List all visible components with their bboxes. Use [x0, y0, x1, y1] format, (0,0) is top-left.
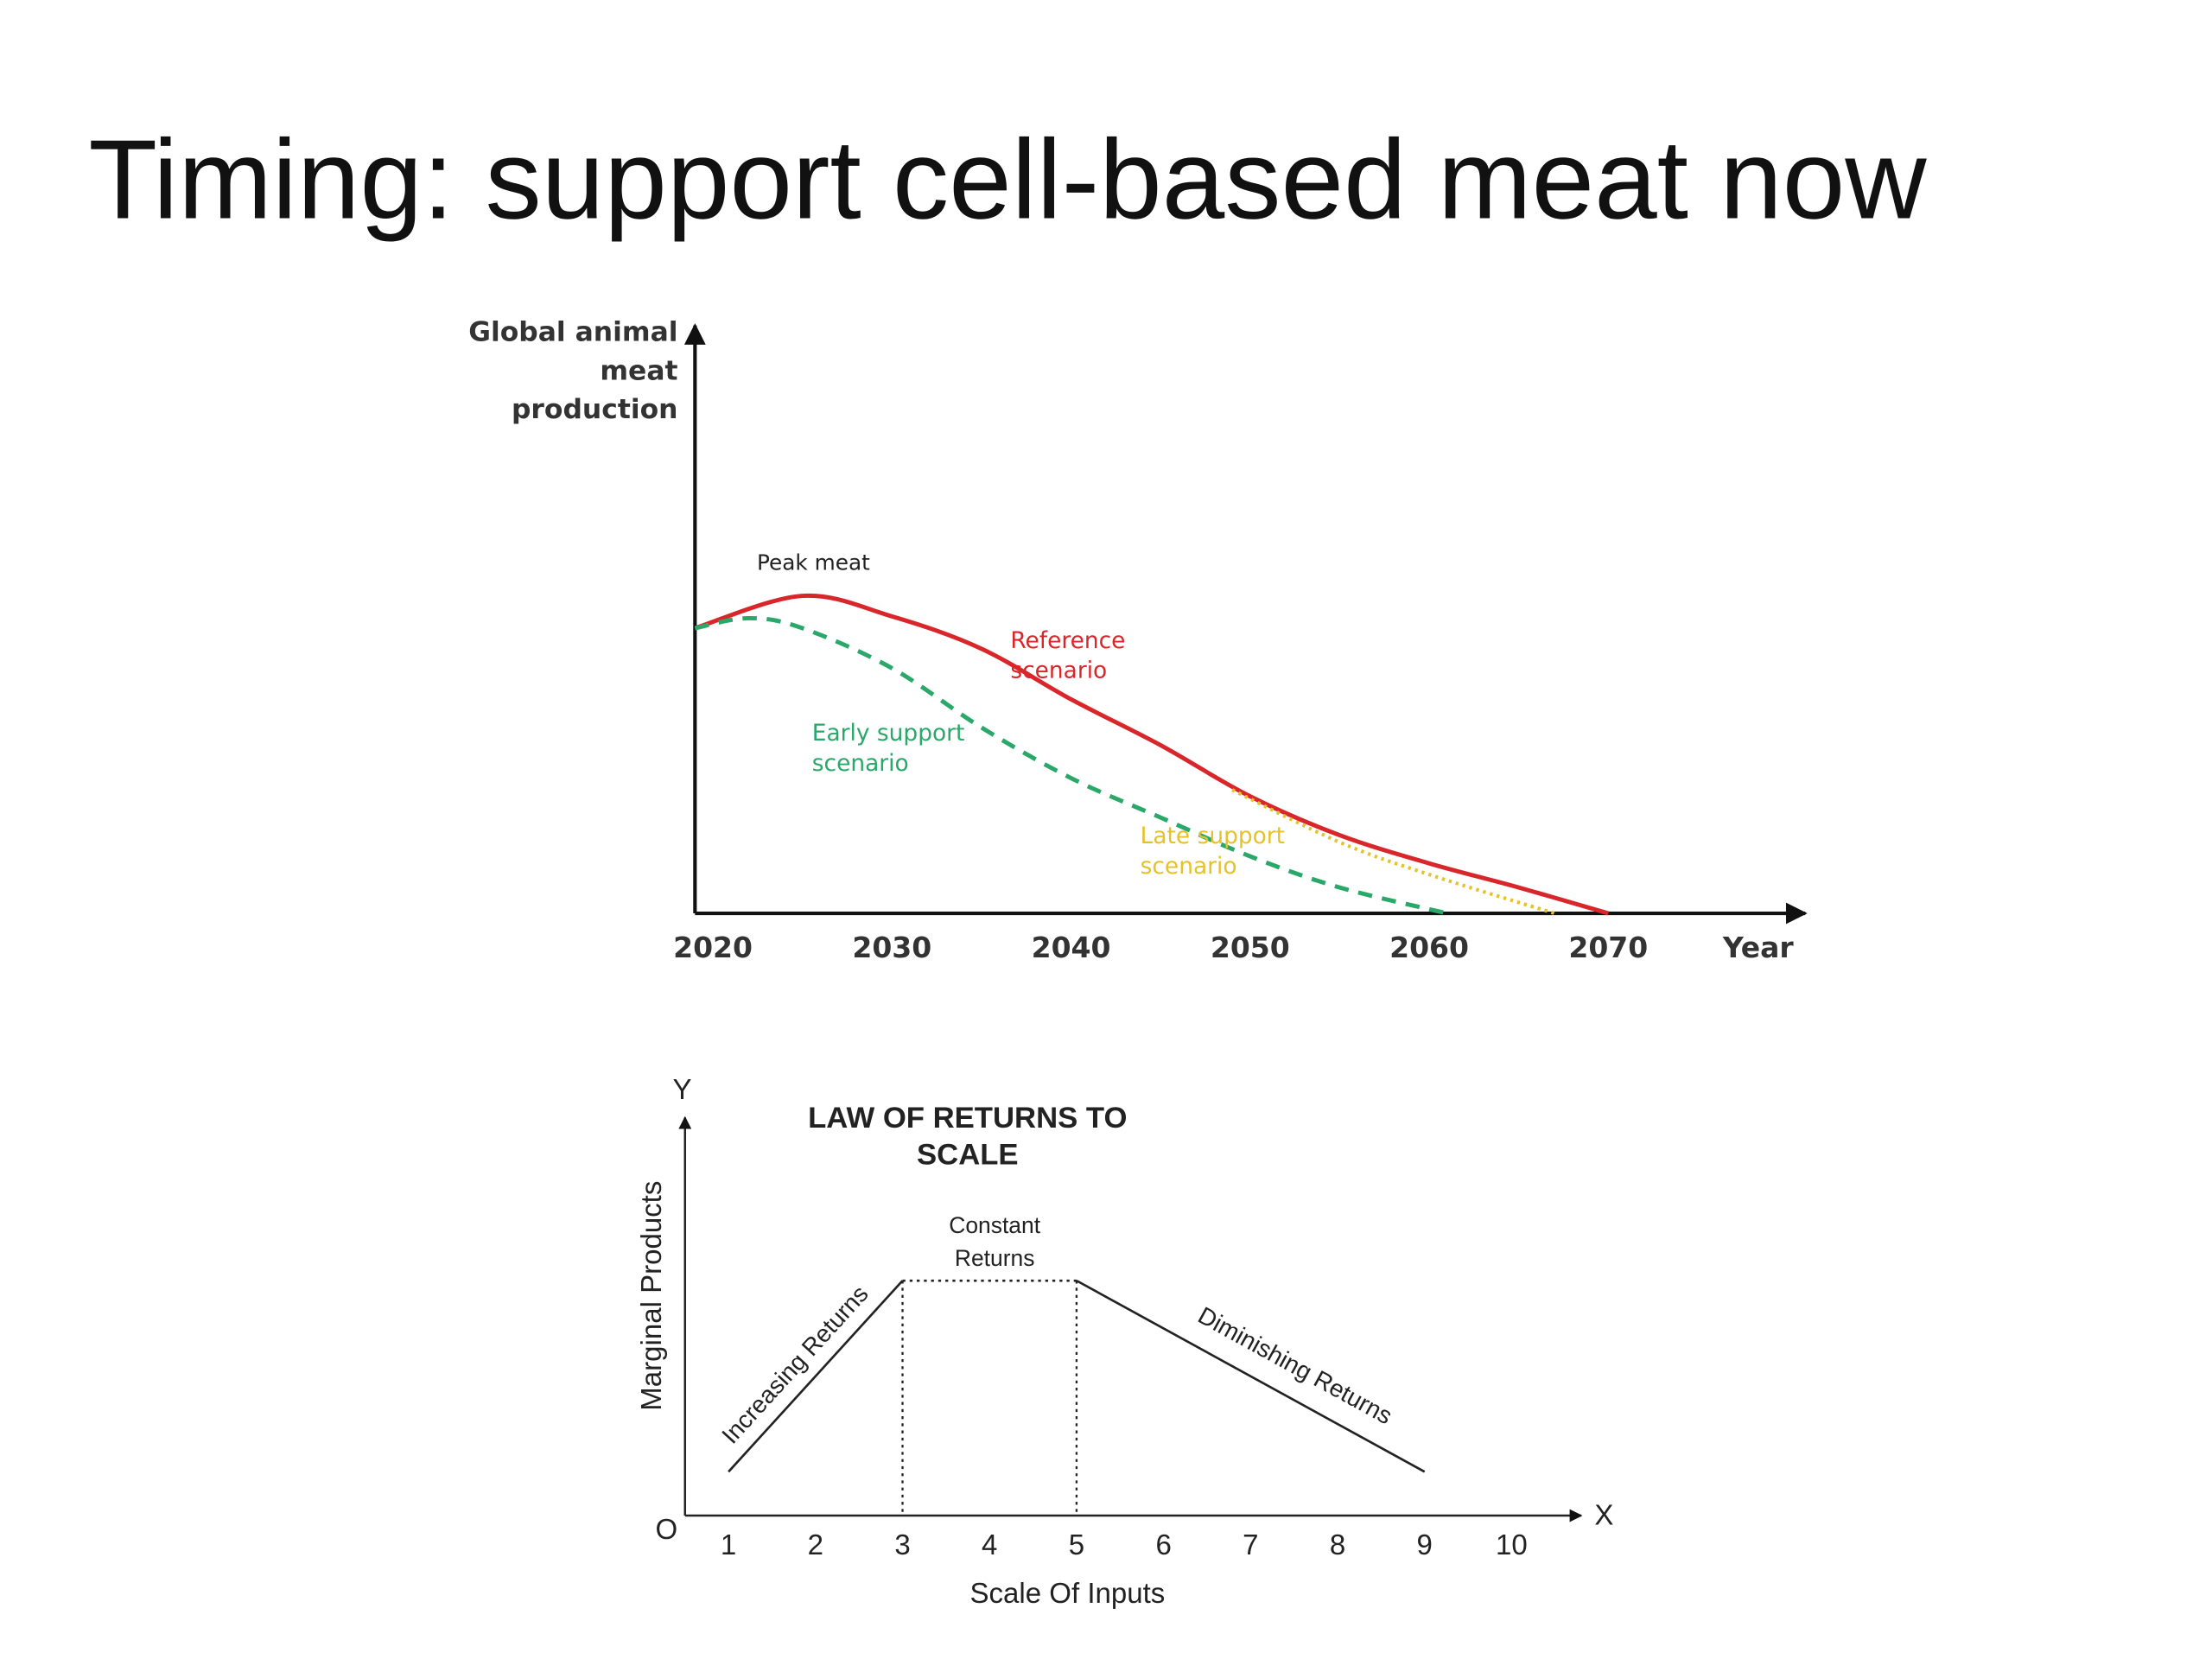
series-label-box: Late support scenario [1140, 822, 1286, 880]
series-segment [728, 1280, 904, 1473]
slide-title: Timing: support cell-based meat now [88, 116, 1927, 242]
x-tick-label: 2040 [1032, 931, 1111, 964]
series-segment [1076, 1279, 1426, 1473]
series-label: Reference scenario [1010, 626, 1126, 684]
x-tick-label: 10 [1496, 1529, 1528, 1560]
x-tick-label: 2070 [1568, 931, 1648, 964]
x-tick-label: 6 [1155, 1529, 1171, 1560]
x-tick-label: 9 [1417, 1529, 1433, 1560]
annotation: Peak meat [757, 550, 870, 575]
x-tick-label: 2050 [1211, 931, 1290, 964]
origin-label: O [655, 1513, 677, 1545]
x-tick-label: 5 [1069, 1529, 1084, 1560]
series-label: Early support scenario [811, 719, 965, 777]
chart-title: LAW OF RETURNS TO SCALE [808, 1102, 1128, 1172]
chart-title-box: LAW OF RETURNS TO SCALE [808, 1102, 1128, 1172]
y-axis-label: Marginal Products [635, 1181, 667, 1411]
axis-symbol: X [1594, 1498, 1613, 1530]
series-line [694, 593, 1610, 916]
x-tick-label: 1 [721, 1529, 736, 1560]
x-tick-label: 7 [1243, 1529, 1258, 1560]
series-line [694, 615, 1448, 916]
x-tick-label: 2060 [1389, 931, 1469, 964]
axis-symbol: Y [672, 1073, 691, 1105]
x-tick-label: 4 [982, 1529, 997, 1560]
series-label-box: Reference scenario [1010, 626, 1126, 684]
x-axis-label: Year [1722, 931, 1795, 964]
y-axis-label: Global animal meat production [468, 316, 678, 426]
x-axis-label: Scale Of Inputs [970, 1577, 1166, 1609]
series-label: Late support scenario [1140, 822, 1286, 880]
x-tick-label: 2 [808, 1529, 823, 1560]
x-tick-label: 8 [1330, 1529, 1345, 1560]
y-axis-label-box: Global animal meat production [468, 316, 678, 426]
annotation-box: Constant Returns [949, 1214, 1041, 1272]
series-label-box: Early support scenario [811, 719, 965, 777]
annotation: Constant Returns [949, 1214, 1041, 1272]
x-tick-label: 2030 [852, 931, 931, 964]
x-tick-label: 3 [894, 1529, 910, 1560]
x-tick-label: 2020 [673, 931, 753, 964]
